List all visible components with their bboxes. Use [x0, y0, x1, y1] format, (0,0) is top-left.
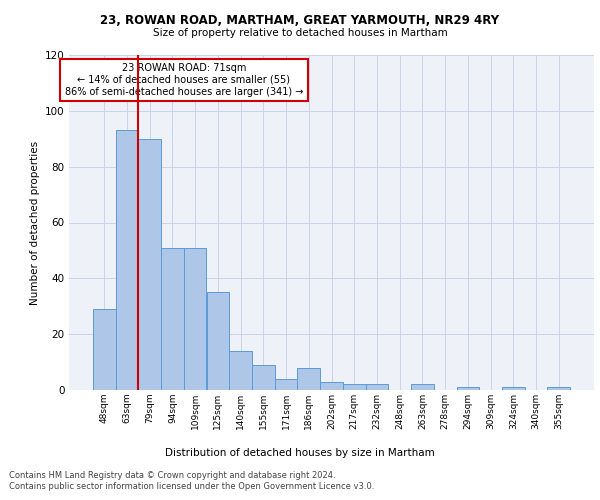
Bar [229, 351, 252, 390]
Text: Contains public sector information licensed under the Open Government Licence v3: Contains public sector information licen… [9, 482, 374, 491]
Text: Size of property relative to detached houses in Martham: Size of property relative to detached ho… [152, 28, 448, 38]
Bar [206, 292, 229, 390]
Bar [343, 384, 365, 390]
Bar [411, 384, 434, 390]
Bar [547, 387, 570, 390]
Text: Contains HM Land Registry data © Crown copyright and database right 2024.: Contains HM Land Registry data © Crown c… [9, 471, 335, 480]
Bar [365, 384, 388, 390]
Bar [502, 387, 524, 390]
Bar [161, 248, 184, 390]
Bar [457, 387, 479, 390]
Bar [116, 130, 139, 390]
Y-axis label: Number of detached properties: Number of detached properties [29, 140, 40, 304]
Bar [275, 379, 298, 390]
Text: 23 ROWAN ROAD: 71sqm
← 14% of detached houses are smaller (55)
86% of semi-detac: 23 ROWAN ROAD: 71sqm ← 14% of detached h… [65, 64, 303, 96]
Bar [252, 365, 275, 390]
Bar [184, 248, 206, 390]
Bar [93, 309, 116, 390]
Bar [320, 382, 343, 390]
Text: Distribution of detached houses by size in Martham: Distribution of detached houses by size … [165, 448, 435, 458]
Bar [298, 368, 320, 390]
Text: 23, ROWAN ROAD, MARTHAM, GREAT YARMOUTH, NR29 4RY: 23, ROWAN ROAD, MARTHAM, GREAT YARMOUTH,… [100, 14, 500, 27]
Bar [139, 138, 161, 390]
